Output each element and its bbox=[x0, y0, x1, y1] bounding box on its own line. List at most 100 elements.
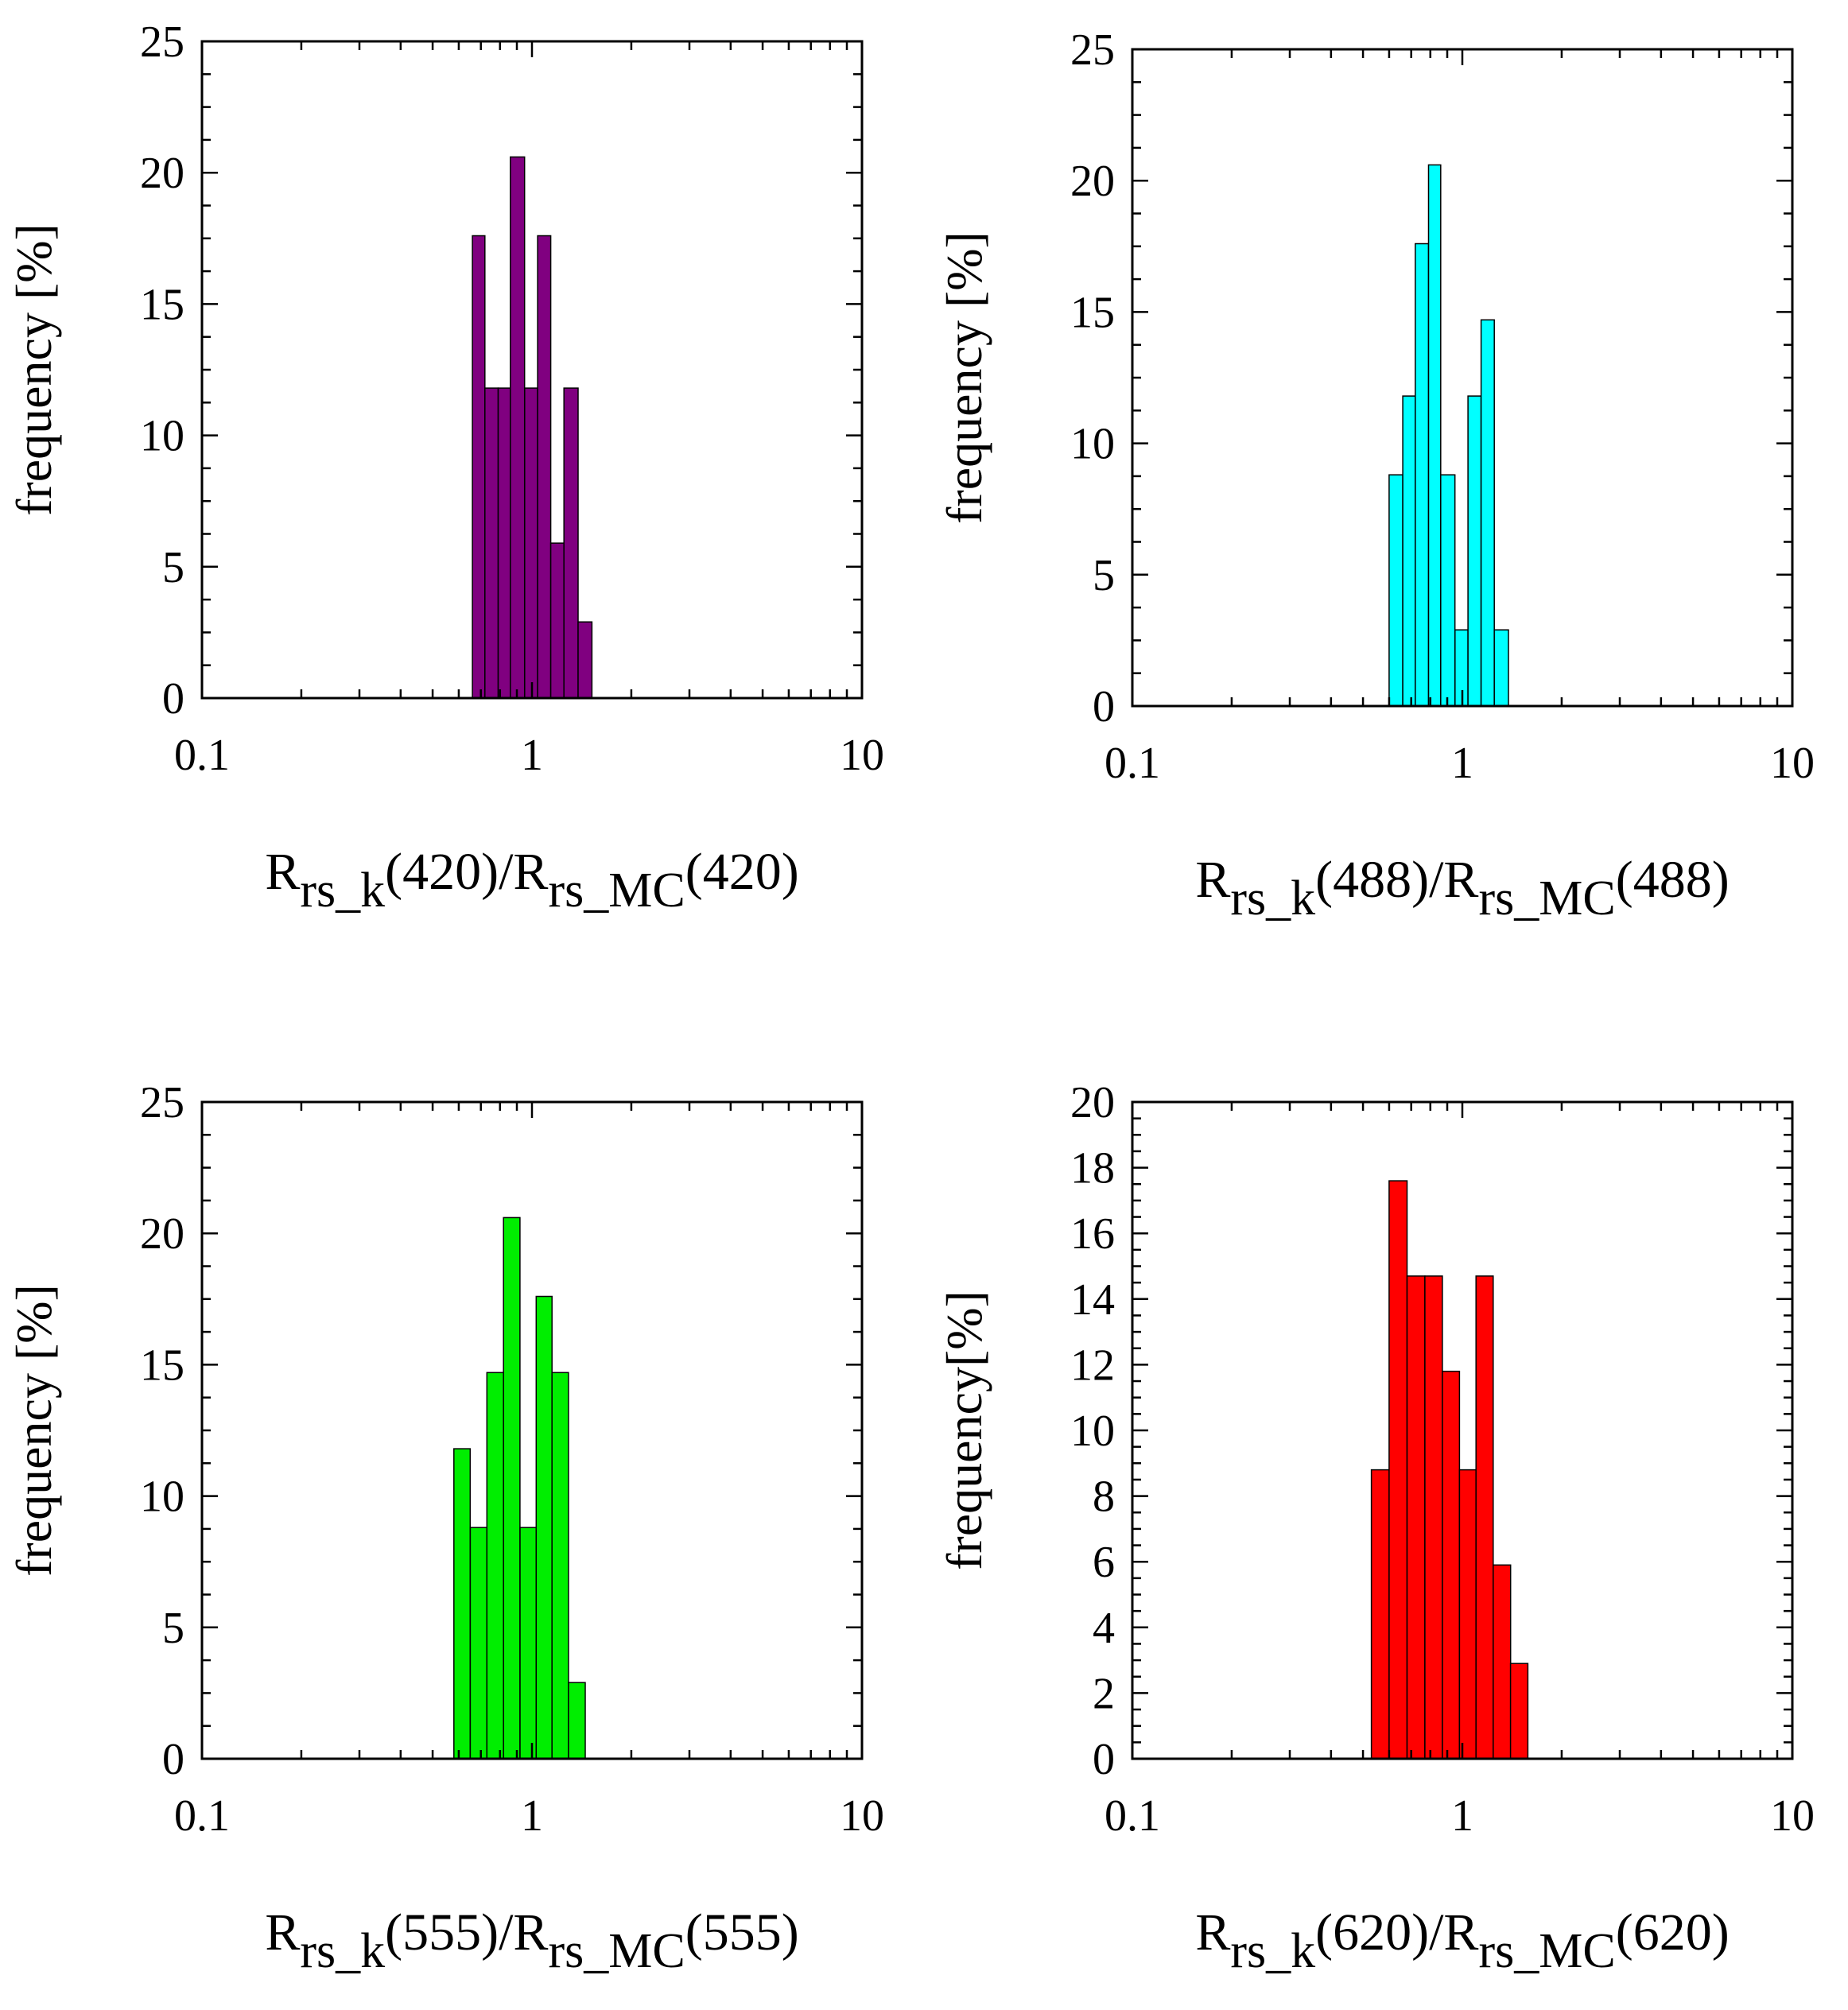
y-tick-label: 14 bbox=[1070, 1275, 1115, 1325]
axis-ticks bbox=[200, 40, 864, 700]
histogram-bar bbox=[1388, 1180, 1408, 1760]
x-tick-label: 10 bbox=[1770, 1791, 1815, 1841]
y-tick-label: 16 bbox=[1070, 1209, 1115, 1259]
y-tick-label: 25 bbox=[140, 17, 184, 67]
plot-frame bbox=[1131, 48, 1794, 708]
histogram-bar bbox=[549, 542, 565, 699]
histogram-bar bbox=[1493, 629, 1509, 707]
x-tick-label: 0.1 bbox=[174, 1791, 230, 1841]
histogram-bars bbox=[1370, 1180, 1529, 1760]
x-axis-label: Rrs_k(620)/Rrs_MC(620) bbox=[1195, 1903, 1729, 1978]
histogram-bar bbox=[486, 1372, 505, 1760]
histogram-bar bbox=[497, 387, 511, 699]
histogram-bars bbox=[472, 156, 593, 699]
x-tick-label: 1 bbox=[1451, 1791, 1473, 1841]
x-tick-label: 1 bbox=[1451, 739, 1473, 788]
y-tick-label: 5 bbox=[1093, 551, 1115, 600]
x-tick-labels: 0.1 1 10 bbox=[1105, 1791, 1815, 1841]
histogram-bar bbox=[1442, 1370, 1461, 1760]
y-tick-label: 0 bbox=[1093, 1735, 1115, 1784]
y-tick-labels: 0 5 10 15 20 25 bbox=[140, 1078, 184, 1784]
y-tick-label: 10 bbox=[1070, 1407, 1115, 1456]
x-axis-label: Rrs_k(555)/Rrs_MC(555) bbox=[265, 1903, 798, 1978]
y-tick-label: 4 bbox=[1093, 1604, 1115, 1653]
histogram-bar bbox=[1475, 1275, 1494, 1760]
y-tick-label: 8 bbox=[1093, 1473, 1115, 1522]
histogram-bar bbox=[1509, 1663, 1529, 1760]
histogram-bar bbox=[510, 156, 526, 699]
histogram-bar bbox=[535, 1295, 553, 1760]
x-tick-labels: 0.1 1 10 bbox=[174, 1791, 884, 1841]
y-tick-label: 0 bbox=[162, 1735, 184, 1784]
histogram-bar bbox=[1424, 1275, 1443, 1760]
y-tick-label: 15 bbox=[1070, 288, 1115, 337]
histogram-panel-420: 0 5 10 15 20 25 0.1 1 10 frequency [%] Rrs_k(42… bbox=[6, 17, 884, 918]
axis-ticks bbox=[200, 1100, 864, 1760]
histogram-bar bbox=[1467, 395, 1482, 707]
x-tick-label: 1 bbox=[521, 731, 543, 780]
x-tick-label: 0.1 bbox=[174, 731, 230, 780]
y-tick-label: 15 bbox=[140, 280, 184, 329]
histogram-bar bbox=[484, 387, 499, 699]
histogram-bar bbox=[519, 1527, 538, 1760]
y-axis-label: frequency [%] bbox=[936, 231, 992, 524]
x-tick-label: 0.1 bbox=[1105, 739, 1160, 788]
histogram-bar bbox=[469, 1527, 488, 1760]
y-tick-labels: 0 5 10 15 20 25 bbox=[1070, 25, 1115, 731]
y-tick-label: 20 bbox=[140, 1209, 184, 1259]
histogram-bar bbox=[1427, 164, 1442, 707]
y-tick-labels: 0 5 10 15 20 25 bbox=[140, 17, 184, 724]
x-tick-label: 10 bbox=[840, 1791, 884, 1841]
histogram-bar bbox=[1402, 395, 1416, 707]
y-tick-label: 15 bbox=[140, 1341, 184, 1390]
histogram-panel-488: 0 5 10 15 20 25 0.1 1 10 frequency [%] Rrs_k(48… bbox=[936, 25, 1815, 925]
y-tick-label: 20 bbox=[1070, 157, 1115, 206]
x-tick-label: 10 bbox=[840, 731, 884, 780]
histogram-bar bbox=[1493, 1564, 1512, 1760]
histogram-bar bbox=[568, 1682, 586, 1760]
x-tick-label: 10 bbox=[1770, 739, 1815, 788]
y-axis-label: frequency [%] bbox=[6, 1284, 62, 1577]
histogram-bar bbox=[1370, 1469, 1390, 1760]
histogram-bar bbox=[563, 387, 579, 699]
x-tick-label: 1 bbox=[521, 1791, 543, 1841]
histogram-bars bbox=[453, 1216, 586, 1760]
y-tick-label: 5 bbox=[162, 1604, 184, 1653]
histogram-panel-620: 0 2 4 6 8 10 12 14 16 18 20 0.1 1 10 frequency[%] Rr… bbox=[936, 1078, 1815, 1978]
histogram-bar bbox=[1440, 474, 1456, 707]
y-tick-label: 18 bbox=[1070, 1144, 1115, 1193]
histogram-bar bbox=[453, 1448, 472, 1760]
x-tick-label: 0.1 bbox=[1105, 1791, 1160, 1841]
y-tick-label: 6 bbox=[1093, 1538, 1115, 1587]
y-tick-label: 10 bbox=[1070, 420, 1115, 469]
x-tick-labels: 0.1 1 10 bbox=[174, 731, 884, 780]
x-axis-label: Rrs_k(488)/Rrs_MC(488) bbox=[1195, 851, 1729, 925]
axis-ticks bbox=[1131, 1100, 1794, 1760]
histogram-bar bbox=[577, 621, 593, 699]
axis-ticks bbox=[1131, 48, 1794, 708]
histogram-bar bbox=[1415, 243, 1430, 707]
histogram-bar bbox=[1480, 319, 1495, 707]
histogram-bar bbox=[1388, 474, 1403, 707]
histogram-bar bbox=[1458, 1469, 1477, 1760]
y-tick-label: 0 bbox=[162, 674, 184, 724]
y-tick-label: 20 bbox=[140, 149, 184, 198]
histogram-bar bbox=[472, 235, 486, 699]
histogram-bar bbox=[503, 1216, 521, 1760]
histogram-bar bbox=[537, 235, 552, 699]
y-tick-label: 25 bbox=[140, 1078, 184, 1127]
y-axis-label: frequency[%] bbox=[936, 1290, 992, 1570]
y-tick-label: 5 bbox=[162, 543, 184, 592]
y-tick-label: 12 bbox=[1070, 1341, 1115, 1390]
histogram-bar bbox=[551, 1372, 569, 1760]
x-axis-label: Rrs_k(420)/Rrs_MC(420) bbox=[265, 843, 798, 918]
y-tick-label: 0 bbox=[1093, 682, 1115, 731]
y-axis-label: frequency [%] bbox=[6, 223, 62, 516]
histogram-bar bbox=[1406, 1275, 1426, 1760]
histogram-panel-555: 0 5 10 15 20 25 0.1 1 10 frequency [%] Rrs_k(55… bbox=[6, 1078, 884, 1978]
histogram-bars bbox=[1388, 164, 1509, 707]
y-tick-label: 10 bbox=[140, 1473, 184, 1522]
x-tick-labels: 0.1 1 10 bbox=[1105, 739, 1815, 788]
y-tick-label: 2 bbox=[1093, 1669, 1115, 1718]
